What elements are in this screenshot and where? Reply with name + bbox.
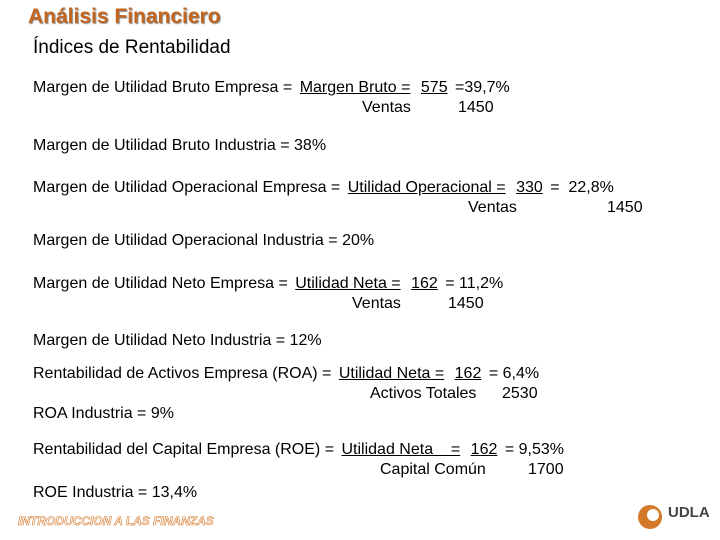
logo-text: UDLA bbox=[668, 504, 710, 521]
denominator: Ventas bbox=[362, 99, 411, 116]
numerator: Utilidad Operacional = bbox=[347, 179, 506, 196]
label: Margen de Utilidad Operacional Empresa = bbox=[33, 179, 341, 196]
logo: UDLA bbox=[638, 504, 710, 529]
footer-course: INTRODUCCION A LAS FINANZAS bbox=[18, 514, 214, 529]
ratio-line: Rentabilidad de Activos Empresa (ROA) = … bbox=[33, 365, 544, 383]
result: = 9,53% bbox=[504, 441, 564, 458]
numerator-value: 575 bbox=[420, 79, 448, 96]
denominator: Ventas bbox=[352, 295, 401, 312]
ratio-line: Rentabilidad del Capital Empresa (ROE) =… bbox=[33, 441, 568, 459]
denominator-value: 1450 bbox=[607, 199, 643, 216]
numerator-value: 162 bbox=[470, 441, 498, 458]
result: = 11,2% bbox=[445, 275, 504, 292]
label: Margen de Utilidad Bruto Empresa = bbox=[33, 79, 293, 96]
numerator-value: 330 bbox=[516, 179, 543, 196]
label: Margen de Utilidad Neto Empresa = bbox=[33, 275, 288, 292]
denominator-value: 1700 bbox=[528, 461, 564, 478]
numerator-value: 162 bbox=[454, 365, 482, 382]
numerator: Margen Bruto = bbox=[299, 79, 411, 96]
denominator-value: 1450 bbox=[448, 295, 484, 312]
denominator-value: 1450 bbox=[458, 99, 494, 116]
title: Análisis Financiero bbox=[28, 5, 221, 28]
ratio-line: Margen de Utilidad Bruto Empresa = Marge… bbox=[33, 79, 514, 97]
numerator: Utilidad Neta = bbox=[341, 441, 461, 458]
numerator-value: 162 bbox=[411, 275, 438, 292]
ratio-text: ROA Industria = 9% bbox=[33, 405, 174, 422]
result: = 22,8% bbox=[550, 179, 614, 196]
result: =39,7% bbox=[455, 79, 510, 96]
ratio-line: Margen de Utilidad Neto Empresa = Utilid… bbox=[33, 275, 508, 293]
ratio-text: Margen de Utilidad Bruto Industria = 38% bbox=[33, 137, 327, 154]
denominator: Capital Común bbox=[380, 461, 486, 478]
label: Rentabilidad de Activos Empresa (ROA) = bbox=[33, 365, 332, 382]
result: = 6,4% bbox=[488, 365, 540, 382]
denominator-value: 2530 bbox=[502, 385, 538, 402]
label: Rentabilidad del Capital Empresa (ROE) = bbox=[33, 441, 335, 458]
numerator: Utilidad Neta = bbox=[295, 275, 401, 292]
numerator: Utilidad Neta = bbox=[338, 365, 445, 382]
denominator: Ventas bbox=[468, 199, 517, 216]
ratio-text: Margen de Utilidad Operacional Industria… bbox=[33, 232, 375, 249]
denominator: Activos Totales bbox=[370, 385, 477, 402]
ratio-line: Margen de Utilidad Operacional Empresa =… bbox=[33, 179, 618, 197]
ratio-text: ROE Industria = 13,4% bbox=[33, 484, 198, 501]
ratio-text: Margen de Utilidad Neto Industria = 12% bbox=[33, 332, 322, 349]
subtitle: Índices de Rentabilidad bbox=[33, 37, 231, 58]
